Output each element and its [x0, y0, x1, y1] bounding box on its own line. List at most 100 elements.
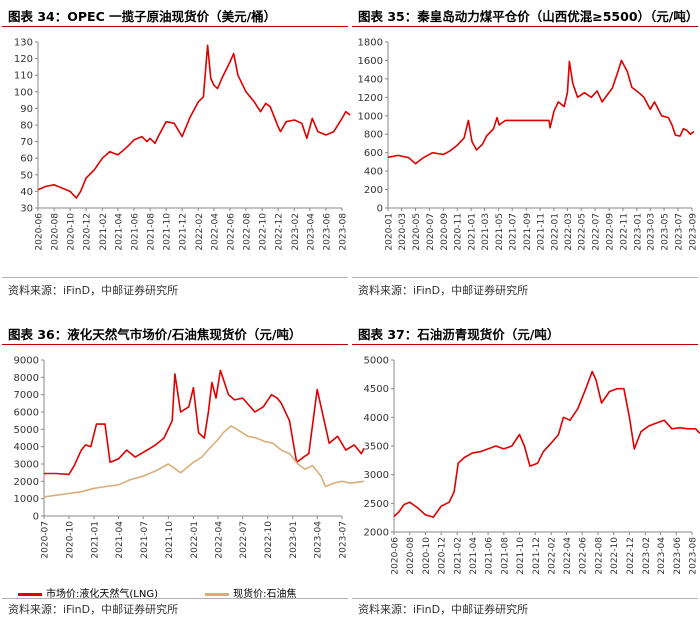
x-tick-label: 2023-09	[689, 213, 699, 251]
y-tick-label: 5000	[364, 356, 389, 367]
x-tick-label: 2021-01	[91, 521, 101, 559]
y-tick-label: 800	[364, 130, 383, 141]
y-tick-label: 4000	[364, 413, 389, 424]
y-tick-label: 70	[20, 137, 33, 148]
x-tick-label: 2020-07	[41, 521, 51, 559]
y-tick-label: 1200	[358, 93, 383, 104]
y-tick-label: 400	[364, 167, 383, 178]
y-tick-label: 5000	[14, 425, 39, 436]
x-tick-label: 2021-07	[509, 213, 519, 251]
y-tick-label: 2000	[364, 528, 389, 539]
x-tick-label: 2023-03	[647, 213, 657, 251]
chart-panel-asphalt: 图表 37：石油沥青现货价（元/吨） 2000 2500 3000 3500 4000 4…	[350, 318, 700, 629]
x-tick-label: 2022-08	[594, 537, 604, 575]
x-tick-label: 2021-04	[469, 537, 479, 575]
x-tick-label: 2021-10	[165, 521, 175, 559]
series-line-1	[37, 44, 351, 199]
y-tick-label: 7000	[14, 390, 39, 401]
y-tick-label: 130	[14, 38, 33, 49]
x-tick-label: 2022-07	[592, 213, 602, 251]
x-tick-label: 2023-04	[657, 537, 667, 575]
legend-item-coke: 现货价:石油焦	[205, 585, 297, 600]
x-tick-label: 2022-12	[626, 537, 636, 575]
y-tick-label: 30	[20, 204, 33, 215]
y-tick-label: 110	[14, 71, 33, 82]
legend-swatch-coke	[205, 592, 230, 596]
x-tick-label: 2023-04	[306, 213, 316, 251]
y-tick-label: 600	[364, 148, 383, 159]
chart-title: 图表 37：石油沥青现货价（元/吨）	[358, 327, 560, 342]
x-tick-label: 2022-01	[550, 213, 560, 251]
y-tick-label: 1000	[358, 111, 383, 122]
coal-line-chart: 0 200 400 600 800 1000 1200 1400 1600 1800 2020-01…	[358, 38, 699, 251]
x-tick-label: 2022-03	[564, 213, 574, 251]
x-tick-label: 2020-06	[35, 213, 45, 251]
x-tick-label: 2020-12	[438, 537, 448, 575]
source-note: 资料来源：iFinD，中邮证券研究所	[358, 284, 529, 297]
x-tick-label: 2020-07	[426, 213, 436, 251]
x-tick-label: 2020-12	[83, 213, 93, 251]
lng-coke-line-chart: 0 1000 2000 3000 4000 5000 6000 7000 8000 9000 202…	[14, 356, 365, 559]
x-tick-label: 2021-05	[495, 213, 505, 251]
legend-item-lng: 市场价:液化天然气(LNG)	[18, 585, 158, 600]
y-tick-label: 3000	[14, 460, 39, 471]
x-tick-label: 2023-04	[314, 521, 324, 559]
chart-panel-lng-coke: 图表 36：液化天然气市场价/石油焦现货价（元/吨） 0 1000 2000 3000…	[0, 318, 365, 629]
y-tick-label: 50	[20, 170, 33, 181]
title-divider	[352, 344, 698, 345]
x-tick-label: 2022-10	[264, 521, 274, 559]
y-tick-label: 120	[14, 54, 33, 65]
x-tick-label: 2023-05	[661, 213, 671, 251]
opec-line-chart: 30 40 50 60 70 80 90 100 110 120 130 2020-06 2020-08…	[14, 38, 351, 251]
chart-title: 图表 36：液化天然气市场价/石油焦现货价（元/吨）	[8, 327, 302, 342]
x-tick-label: 2021-08	[500, 537, 510, 575]
x-tick-label: 2022-02	[195, 213, 205, 251]
chart-legend: 市场价:液化天然气(LNG) 现货价:石油焦	[18, 585, 341, 600]
x-tick-label: 2021-10	[163, 213, 173, 251]
chart-panel-coal: 图表 35：秦皇岛动力煤平仓价（山西优混≥5500）（元/吨） 0 200 400 6…	[350, 0, 700, 311]
x-tick-label: 2021-02	[454, 537, 464, 575]
x-tick-label: 2021-10	[516, 537, 526, 575]
legend-label: 市场价:液化天然气(LNG)	[46, 589, 158, 600]
y-tick-label: 3500	[364, 442, 389, 453]
y-tick-label: 1800	[358, 38, 383, 49]
y-tick-label: 4500	[364, 384, 389, 395]
x-tick-label: 2023-08	[339, 213, 349, 251]
y-tick-label: 60	[20, 154, 33, 165]
source-note: 资料来源：iFinD，中邮证券研究所	[8, 284, 179, 297]
asphalt-line-chart: 2000 2500 3000 3500 4000 4500 5000 2020-06 2020-…	[364, 356, 700, 575]
y-tick-label: 200	[364, 185, 383, 196]
x-tick-label: 2020-10	[67, 213, 77, 251]
x-tick-label: 2021-04	[114, 213, 124, 251]
x-tick-label: 2021-01	[468, 213, 478, 251]
x-tick-label: 2021-11	[537, 213, 547, 251]
y-tick-label: 0	[33, 512, 39, 523]
chart-title: 图表 35：秦皇岛动力煤平仓价（山西优混≥5500）（元/吨）	[358, 9, 696, 24]
y-tick-label: 1600	[358, 56, 383, 67]
x-tick-label: 2021-04	[115, 521, 125, 559]
chart-panel-opec: 图表 34：OPEC 一揽子原油现货价（美元/桶） 30 40 50 60 70 80 90…	[0, 0, 351, 311]
x-tick-label: 2022-09	[606, 213, 616, 251]
x-tick-label: 2020-05	[412, 213, 422, 251]
x-tick-label: 2020-06	[391, 537, 401, 575]
x-tick-label: 2022-04	[210, 213, 220, 251]
x-tick-label: 2021-03	[481, 213, 491, 251]
x-tick-label: 2022-10	[610, 537, 620, 575]
y-tick-label: 90	[20, 104, 33, 115]
source-divider	[2, 598, 348, 599]
x-tick-label: 2020-08	[406, 537, 416, 575]
x-tick-label: 2021-07	[140, 521, 150, 559]
source-note: 资料来源：iFinD，中邮证券研究所	[8, 603, 179, 616]
series-line-1	[387, 59, 695, 165]
x-tick-label: 2022-06	[226, 213, 236, 251]
y-tick-label: 6000	[14, 408, 39, 419]
x-tick-label: 2021-09	[523, 213, 533, 251]
x-tick-label: 2022-11	[619, 213, 629, 251]
series-line-1	[44, 369, 365, 476]
x-tick-label: 2022-08	[243, 213, 253, 251]
source-divider	[352, 277, 698, 278]
y-tick-label: 3000	[364, 470, 389, 481]
y-tick-label: 2000	[14, 477, 39, 488]
x-tick-label: 2023-01	[633, 213, 643, 251]
y-tick-label: 40	[20, 187, 33, 198]
